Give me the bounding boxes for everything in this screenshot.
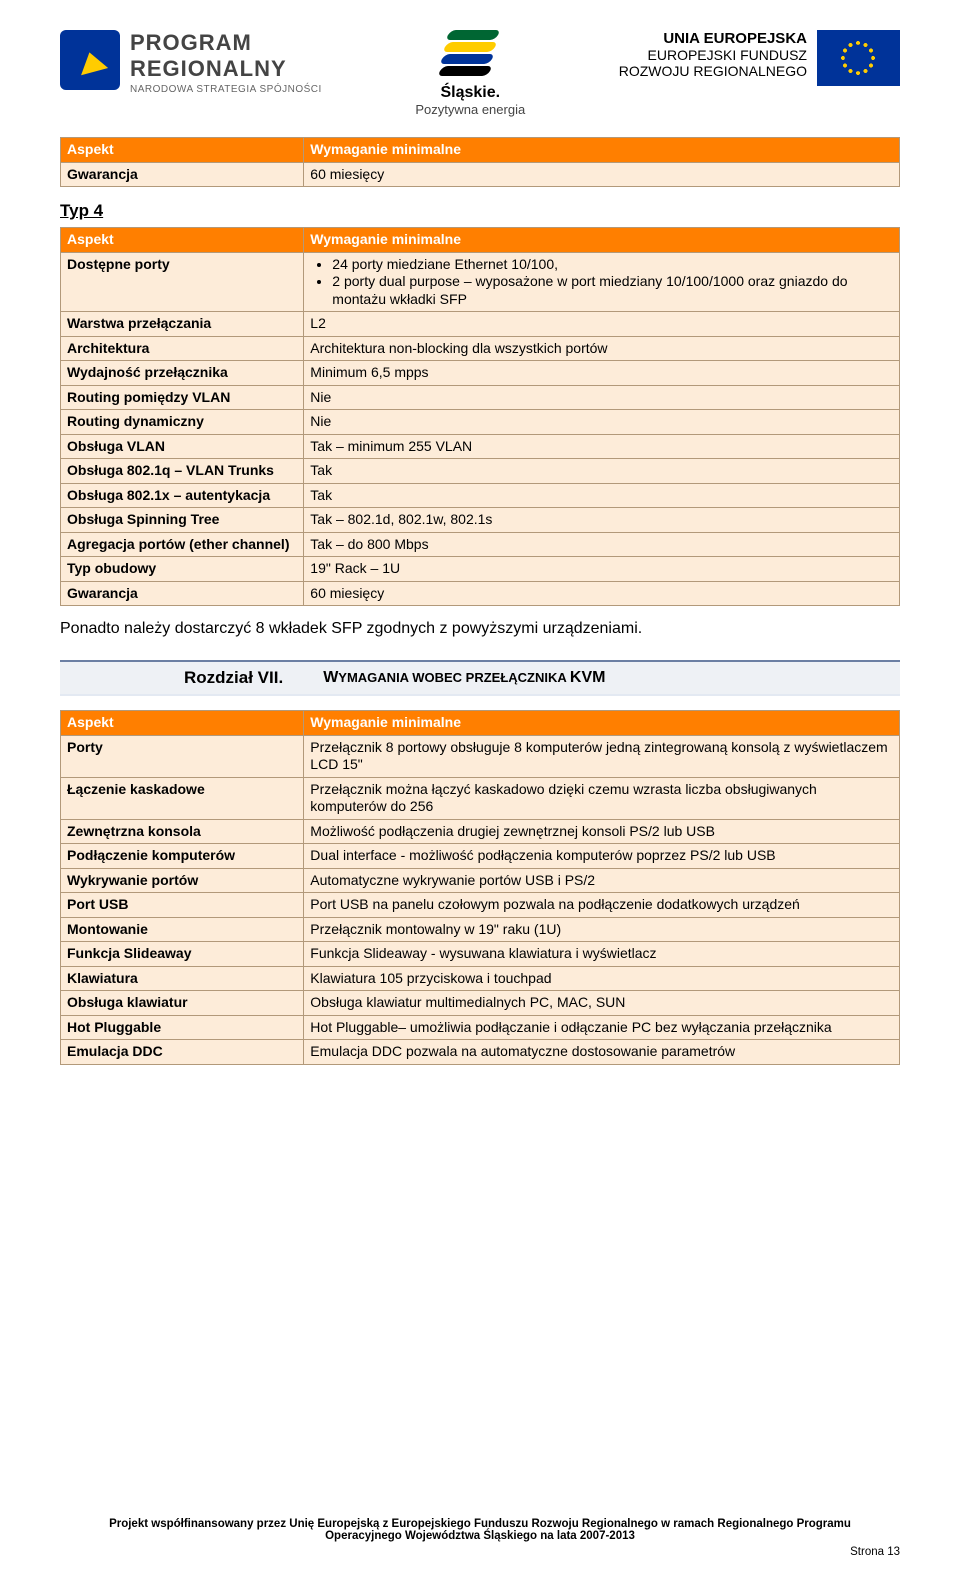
program-title-2: REGIONALNY <box>130 56 287 81</box>
page-number: Strona 13 <box>60 1546 900 1558</box>
table-row: Warstwa przełączaniaL2 <box>61 312 900 337</box>
table-row: Emulacja DDCEmulacja DDC pozwala na auto… <box>61 1040 900 1065</box>
table-header: AspektWymaganie minimalne <box>61 138 900 163</box>
footer-line1: Projekt współfinansowany przez Unię Euro… <box>109 1518 851 1530</box>
table-row: KlawiaturaKlawiatura 105 przyciskowa i t… <box>61 966 900 991</box>
chapter-title: WYMAGANIA WOBEC PRZEŁĄCZNIKA KVM <box>323 669 605 687</box>
table-header: AspektWymaganie minimalne <box>61 711 900 736</box>
chapter-heading: Rozdział VII. WYMAGANIA WOBEC PRZEŁĄCZNI… <box>60 660 900 696</box>
table-row: Routing dynamicznyNie <box>61 410 900 435</box>
slaskie-logo: Śląskie. Pozytywna energia <box>415 30 525 117</box>
th-aspekt: Aspekt <box>61 138 304 163</box>
table-row: Port USBPort USB na panelu czołowym pozw… <box>61 893 900 918</box>
table-row: Funkcja SlideawayFunkcja Slideaway - wys… <box>61 942 900 967</box>
table-row: Zewnętrzna konsolaMożliwość podłączenia … <box>61 819 900 844</box>
table-row: Typ obudowy19" Rack – 1U <box>61 557 900 582</box>
slaskie-subtitle: Pozytywna energia <box>415 102 525 117</box>
table-row: PortyPrzełącznik 8 portowy obsługuje 8 k… <box>61 735 900 777</box>
table-row: Łączenie kaskadowePrzełącznik można łącz… <box>61 777 900 819</box>
footer: Projekt współfinansowany przez Unię Euro… <box>60 1518 900 1558</box>
table-row: Wykrywanie portówAutomatyczne wykrywanie… <box>61 868 900 893</box>
table-row: ArchitekturaArchitektura non-blocking dl… <box>61 336 900 361</box>
table-row: Dostępne porty24 porty miedziane Etherne… <box>61 252 900 312</box>
table-row: Obsługa 802.1q – VLAN TrunksTak <box>61 459 900 484</box>
table-row: Obsługa 802.1x – autentykacjaTak <box>61 483 900 508</box>
program-subtitle: NARODOWA STRATEGIA SPÓJNOŚCI <box>130 84 322 95</box>
header: PROGRAM REGIONALNY NARODOWA STRATEGIA SP… <box>60 0 900 137</box>
eu-sub2: ROZWOJU REGIONALNEGO <box>619 63 807 79</box>
table-row: Obsługa klawiaturObsługa klawiatur multi… <box>61 991 900 1016</box>
eu-sub1: EUROPEJSKI FUNDUSZ <box>619 47 807 63</box>
th-wymaganie: Wymaganie minimalne <box>304 138 900 163</box>
table-row: Obsługa Spinning TreeTak – 802.1d, 802.1… <box>61 508 900 533</box>
slaskie-title: Śląskie. <box>440 84 500 102</box>
table-row: Gwarancja60 miesięcy <box>61 162 900 187</box>
chapter-number: Rozdział VII. <box>184 668 283 688</box>
program-logo: PROGRAM REGIONALNY NARODOWA STRATEGIA SP… <box>60 30 322 95</box>
table-row: Agregacja portów (ether channel)Tak – do… <box>61 532 900 557</box>
table-row: Wydajność przełącznikaMinimum 6,5 mpps <box>61 361 900 386</box>
table-row: Gwarancja60 miesięcy <box>61 581 900 606</box>
table-row: MontowaniePrzełącznik montowalny w 19" r… <box>61 917 900 942</box>
eu-title: UNIA EUROPEJSKA <box>619 30 807 47</box>
eu-flag-icon <box>817 30 900 86</box>
table-row: Podłączenie komputerówDual interface - m… <box>61 844 900 869</box>
program-title-1: PROGRAM <box>130 30 252 55</box>
slaskie-waves-icon <box>440 30 500 80</box>
typ4-heading: Typ 4 <box>60 201 900 221</box>
table-row: Routing pomiędzy VLANNie <box>61 385 900 410</box>
table-header: AspektWymaganie minimalne <box>61 228 900 253</box>
table-row: Hot PluggableHot Pluggable– umożliwia po… <box>61 1015 900 1040</box>
program-star-icon <box>60 30 120 90</box>
table-kvm: AspektWymaganie minimalne PortyPrzełączn… <box>60 710 900 1065</box>
footer-line2: Operacyjnego Województwa Śląskiego na la… <box>325 1530 635 1542</box>
table-gwarancja-top: AspektWymaganie minimalne Gwarancja60 mi… <box>60 137 900 187</box>
table-typ4: AspektWymaganie minimalne Dostępne porty… <box>60 227 900 606</box>
table-row: Obsługa VLANTak – minimum 255 VLAN <box>61 434 900 459</box>
paragraph-sfp: Ponadto należy dostarczyć 8 wkładek SFP … <box>60 620 900 638</box>
eu-logo: UNIA EUROPEJSKA EUROPEJSKI FUNDUSZ ROZWO… <box>619 30 900 86</box>
